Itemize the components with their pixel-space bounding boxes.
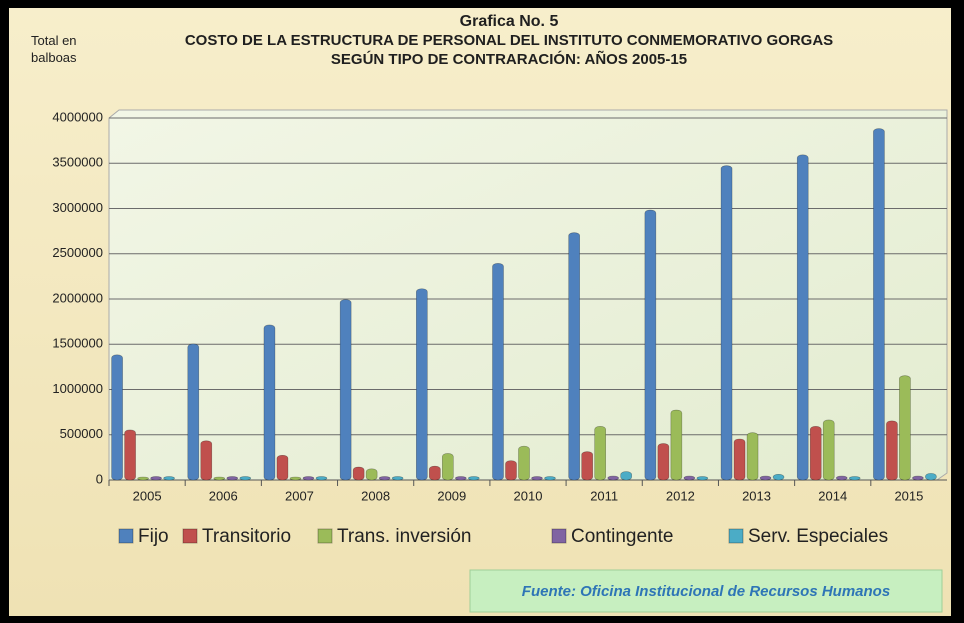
bar [607, 475, 619, 481]
source-box [469, 569, 943, 613]
bar [391, 476, 404, 481]
bar [263, 324, 276, 481]
chart: Grafica No. 5 COSTO DE LA ESTRUCTURA DE … [9, 8, 951, 616]
bar [670, 409, 683, 481]
bar [468, 476, 480, 481]
bar [848, 476, 861, 481]
bar [835, 475, 848, 481]
bar [886, 420, 898, 481]
legend-label: Fijo [138, 526, 169, 547]
x-tick-label: 2006 [209, 488, 238, 503]
bar [822, 419, 835, 481]
bar [492, 263, 504, 481]
legend-swatch [182, 528, 198, 544]
x-tick-label: 2011 [590, 488, 618, 503]
bar [200, 440, 213, 481]
bar [124, 429, 136, 481]
y-tick-label: 0 [96, 471, 103, 486]
bar [657, 443, 670, 481]
bar [315, 476, 328, 481]
y-tick-label: 500000 [60, 426, 103, 441]
legend-swatch [118, 528, 134, 544]
y-tick-label: 2500000 [52, 245, 103, 260]
x-tick-label: 2012 [666, 488, 695, 503]
bar [187, 343, 200, 481]
bar [416, 288, 428, 481]
plot-wall [108, 109, 948, 481]
legend-swatch [317, 528, 333, 544]
bar [644, 209, 657, 481]
bar [594, 426, 606, 481]
bar [213, 476, 226, 481]
bar [759, 475, 772, 481]
bar [276, 454, 289, 481]
bar [239, 476, 252, 481]
legend-swatch [551, 528, 567, 544]
bar [912, 475, 924, 481]
bar [899, 375, 911, 481]
bar [352, 466, 365, 481]
bar [150, 476, 162, 481]
bar [163, 476, 175, 481]
bar [772, 473, 785, 481]
x-tick-label: 2013 [742, 488, 771, 503]
legend-label: Serv. Especiales [748, 526, 888, 547]
y-tick-label: 3500000 [52, 155, 103, 170]
legend-label: Transitorio [202, 526, 291, 547]
legend-label: Trans. inversión [337, 526, 471, 547]
bar [429, 465, 441, 481]
legend-label: Contingente [571, 526, 673, 547]
y-tick-label: 3000000 [52, 200, 103, 215]
source: Fuente: Oficina Institucional de Recurso… [522, 583, 890, 600]
bar [111, 354, 123, 481]
bar [137, 476, 149, 481]
bar [544, 476, 556, 481]
y-tick-label: 4000000 [52, 109, 103, 124]
bar [339, 299, 352, 481]
bar [455, 476, 467, 481]
x-tick-label: 2015 [894, 488, 923, 503]
chart-title: Grafica No. 5 [460, 13, 559, 30]
bar [365, 468, 378, 481]
legend-swatch [728, 528, 744, 544]
chart-subtitle: COSTO DE LA ESTRUCTURA DE PERSONAL DEL I… [185, 32, 833, 49]
bar [505, 460, 517, 481]
y-tick-label: 2000000 [52, 290, 103, 305]
bar [683, 475, 696, 481]
bar [378, 476, 391, 481]
bar [226, 476, 239, 481]
x-tick-label: 2005 [133, 488, 162, 503]
bar [289, 476, 302, 481]
bar [302, 476, 315, 481]
bar [873, 128, 885, 481]
bar [733, 438, 746, 481]
x-tick-label: 2010 [514, 488, 543, 503]
x-tick-label: 2014 [818, 488, 847, 503]
bar [696, 476, 709, 481]
x-tick-label: 2009 [437, 488, 466, 503]
bar [746, 432, 759, 481]
y-tick-label: 1000000 [52, 381, 103, 396]
bar [796, 154, 809, 481]
chart-subtitle: SEGÚN TIPO DE CONTRARACIÓN: AÑOS 2005-15 [331, 50, 687, 68]
bar [442, 453, 454, 481]
x-tick-label: 2008 [361, 488, 390, 503]
bar [809, 426, 822, 481]
bar [568, 232, 580, 481]
bar [720, 165, 733, 481]
bar [620, 471, 632, 481]
bar [925, 473, 937, 481]
bar [581, 451, 593, 481]
y-axis-label: Total en balboas [31, 33, 77, 65]
bar [518, 445, 530, 481]
x-tick-label: 2007 [285, 488, 314, 503]
bar [531, 476, 543, 481]
y-tick-label: 1500000 [52, 336, 103, 351]
chart-frame: Grafica No. 5 COSTO DE LA ESTRUCTURA DE … [9, 8, 951, 616]
